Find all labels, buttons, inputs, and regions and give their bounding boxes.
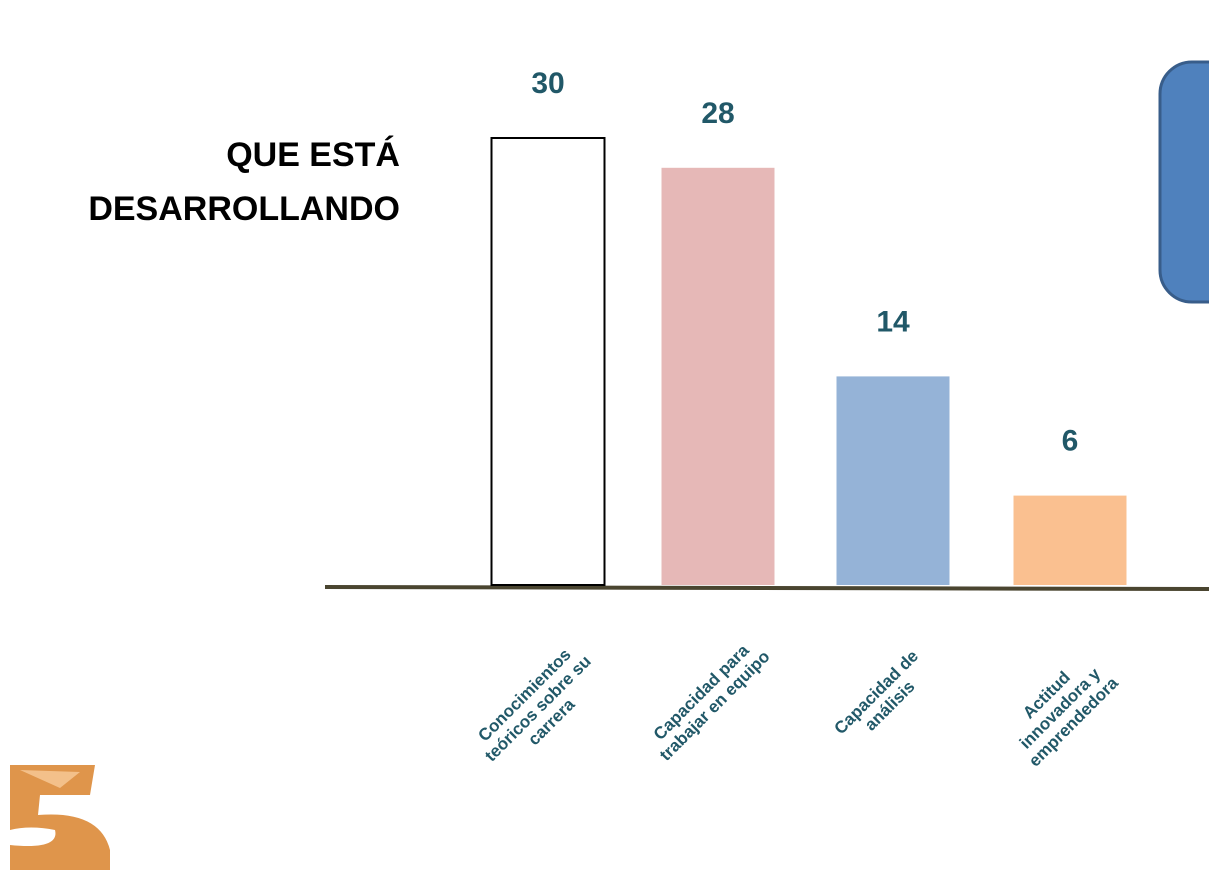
baseline: [324, 585, 1209, 591]
chart-title: QUE ESTÁ DESARROLLANDO: [88, 136, 400, 228]
value-label: 30: [531, 67, 564, 100]
callout-box: [1158, 60, 1209, 304]
value-label: 6: [1062, 425, 1079, 458]
value-label: 14: [876, 305, 910, 338]
bar: [1013, 495, 1127, 585]
decorative-five: [10, 765, 110, 870]
bar: [836, 376, 950, 585]
bar: [661, 167, 775, 586]
value-label: 28: [701, 97, 734, 130]
bar: [490, 137, 606, 586]
